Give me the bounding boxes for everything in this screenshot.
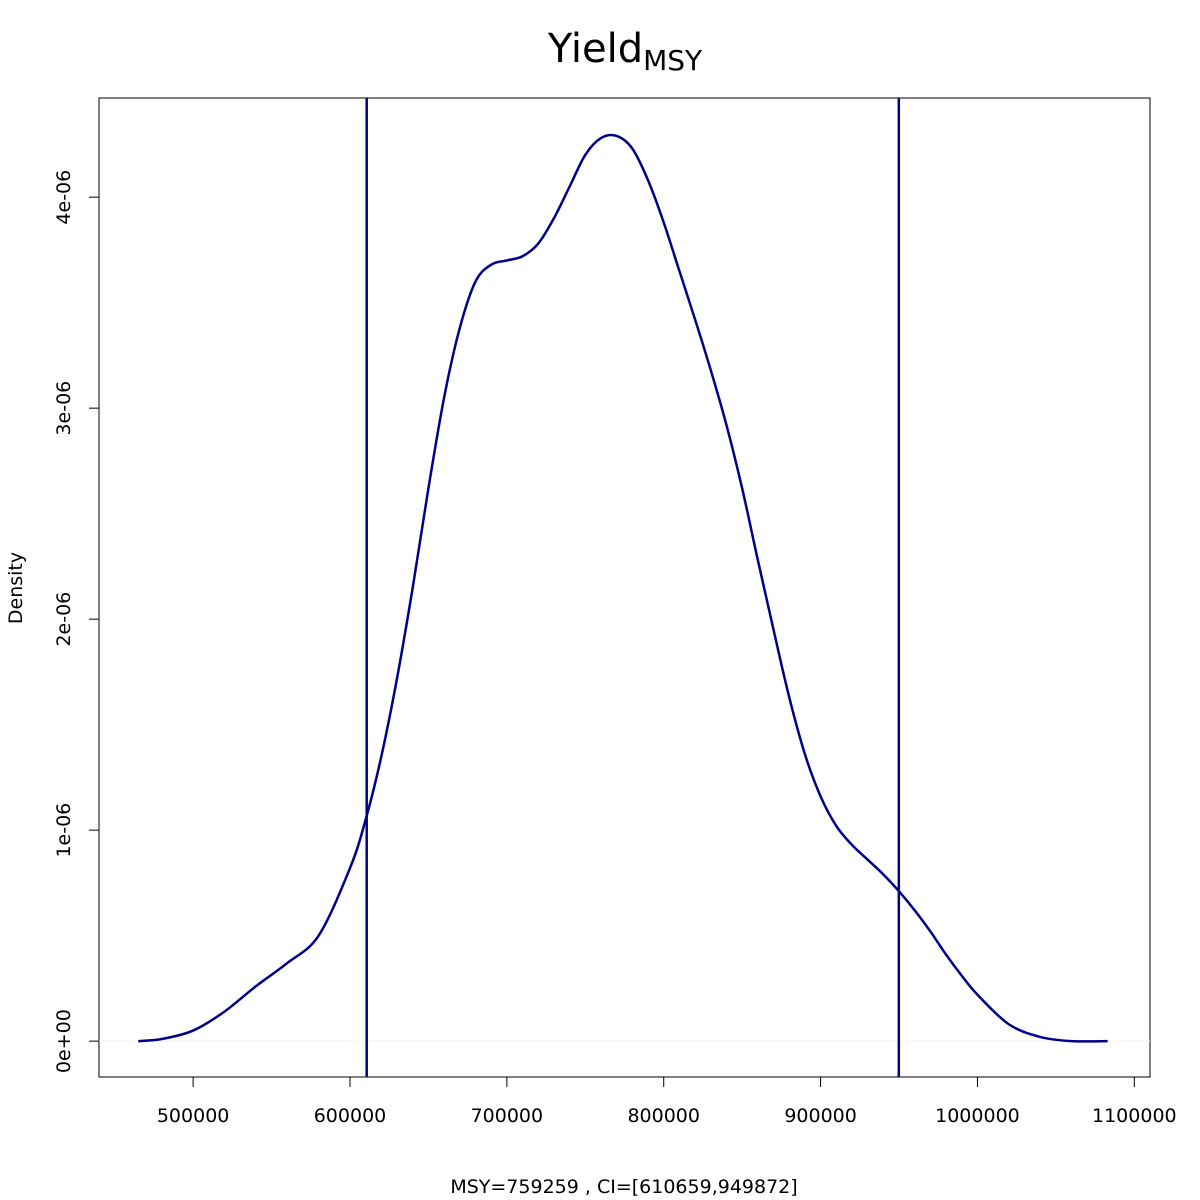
y-axis-title: Density — [5, 552, 27, 624]
x-tick-label: 1000000 — [935, 1105, 1020, 1127]
plot-frame — [98, 97, 1151, 1078]
x-tick-label: 1100000 — [1092, 1105, 1177, 1127]
y-tick-label: 0e+00 — [53, 1009, 75, 1073]
chart-title: YieldMSY — [547, 26, 703, 77]
density-curve — [138, 133, 1108, 1043]
chart-title-subscript: MSY — [643, 44, 703, 77]
y-tick-label: 3e-06 — [53, 381, 75, 436]
x-tick-label: 600000 — [314, 1105, 387, 1127]
x-tick-label: 500000 — [157, 1105, 230, 1127]
x-tick-label: 800000 — [627, 1105, 700, 1127]
x-tick-label: 900000 — [784, 1105, 857, 1127]
y-tick-label: 2e-06 — [53, 592, 75, 647]
x-tick-label: 700000 — [471, 1105, 544, 1127]
chart-title-main: Yield — [547, 26, 643, 72]
y-tick-label: 4e-06 — [53, 170, 75, 225]
x-axis-title: MSY=759259 , CI=[610659,949872] — [450, 1176, 797, 1198]
y-tick-label: 1e-06 — [53, 803, 75, 858]
